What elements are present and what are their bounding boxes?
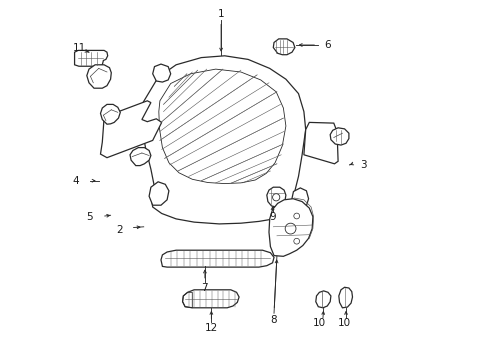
Polygon shape [152, 64, 170, 82]
Text: 2: 2 [116, 225, 122, 235]
Text: 7: 7 [201, 283, 208, 293]
Polygon shape [75, 50, 107, 66]
Polygon shape [303, 122, 337, 164]
Polygon shape [87, 65, 111, 88]
Text: 1: 1 [217, 9, 224, 19]
Polygon shape [130, 148, 151, 166]
Polygon shape [273, 39, 294, 55]
Polygon shape [329, 128, 348, 145]
Polygon shape [338, 287, 352, 308]
Polygon shape [291, 188, 308, 212]
Polygon shape [182, 290, 239, 308]
Text: 10: 10 [312, 318, 325, 328]
Polygon shape [161, 250, 273, 267]
Polygon shape [266, 187, 285, 207]
Polygon shape [101, 101, 162, 158]
Polygon shape [142, 56, 305, 224]
Text: 12: 12 [204, 323, 218, 333]
Text: 10: 10 [337, 318, 350, 328]
Text: 11: 11 [73, 42, 86, 53]
Text: 5: 5 [86, 212, 93, 222]
Polygon shape [149, 182, 168, 205]
Polygon shape [101, 104, 120, 124]
Text: 3: 3 [359, 160, 366, 170]
Polygon shape [268, 199, 312, 256]
Text: 4: 4 [72, 176, 79, 186]
Text: 6: 6 [324, 40, 330, 50]
Text: 9: 9 [269, 212, 275, 222]
Text: 8: 8 [270, 315, 277, 325]
Polygon shape [315, 291, 330, 308]
Polygon shape [159, 69, 285, 184]
